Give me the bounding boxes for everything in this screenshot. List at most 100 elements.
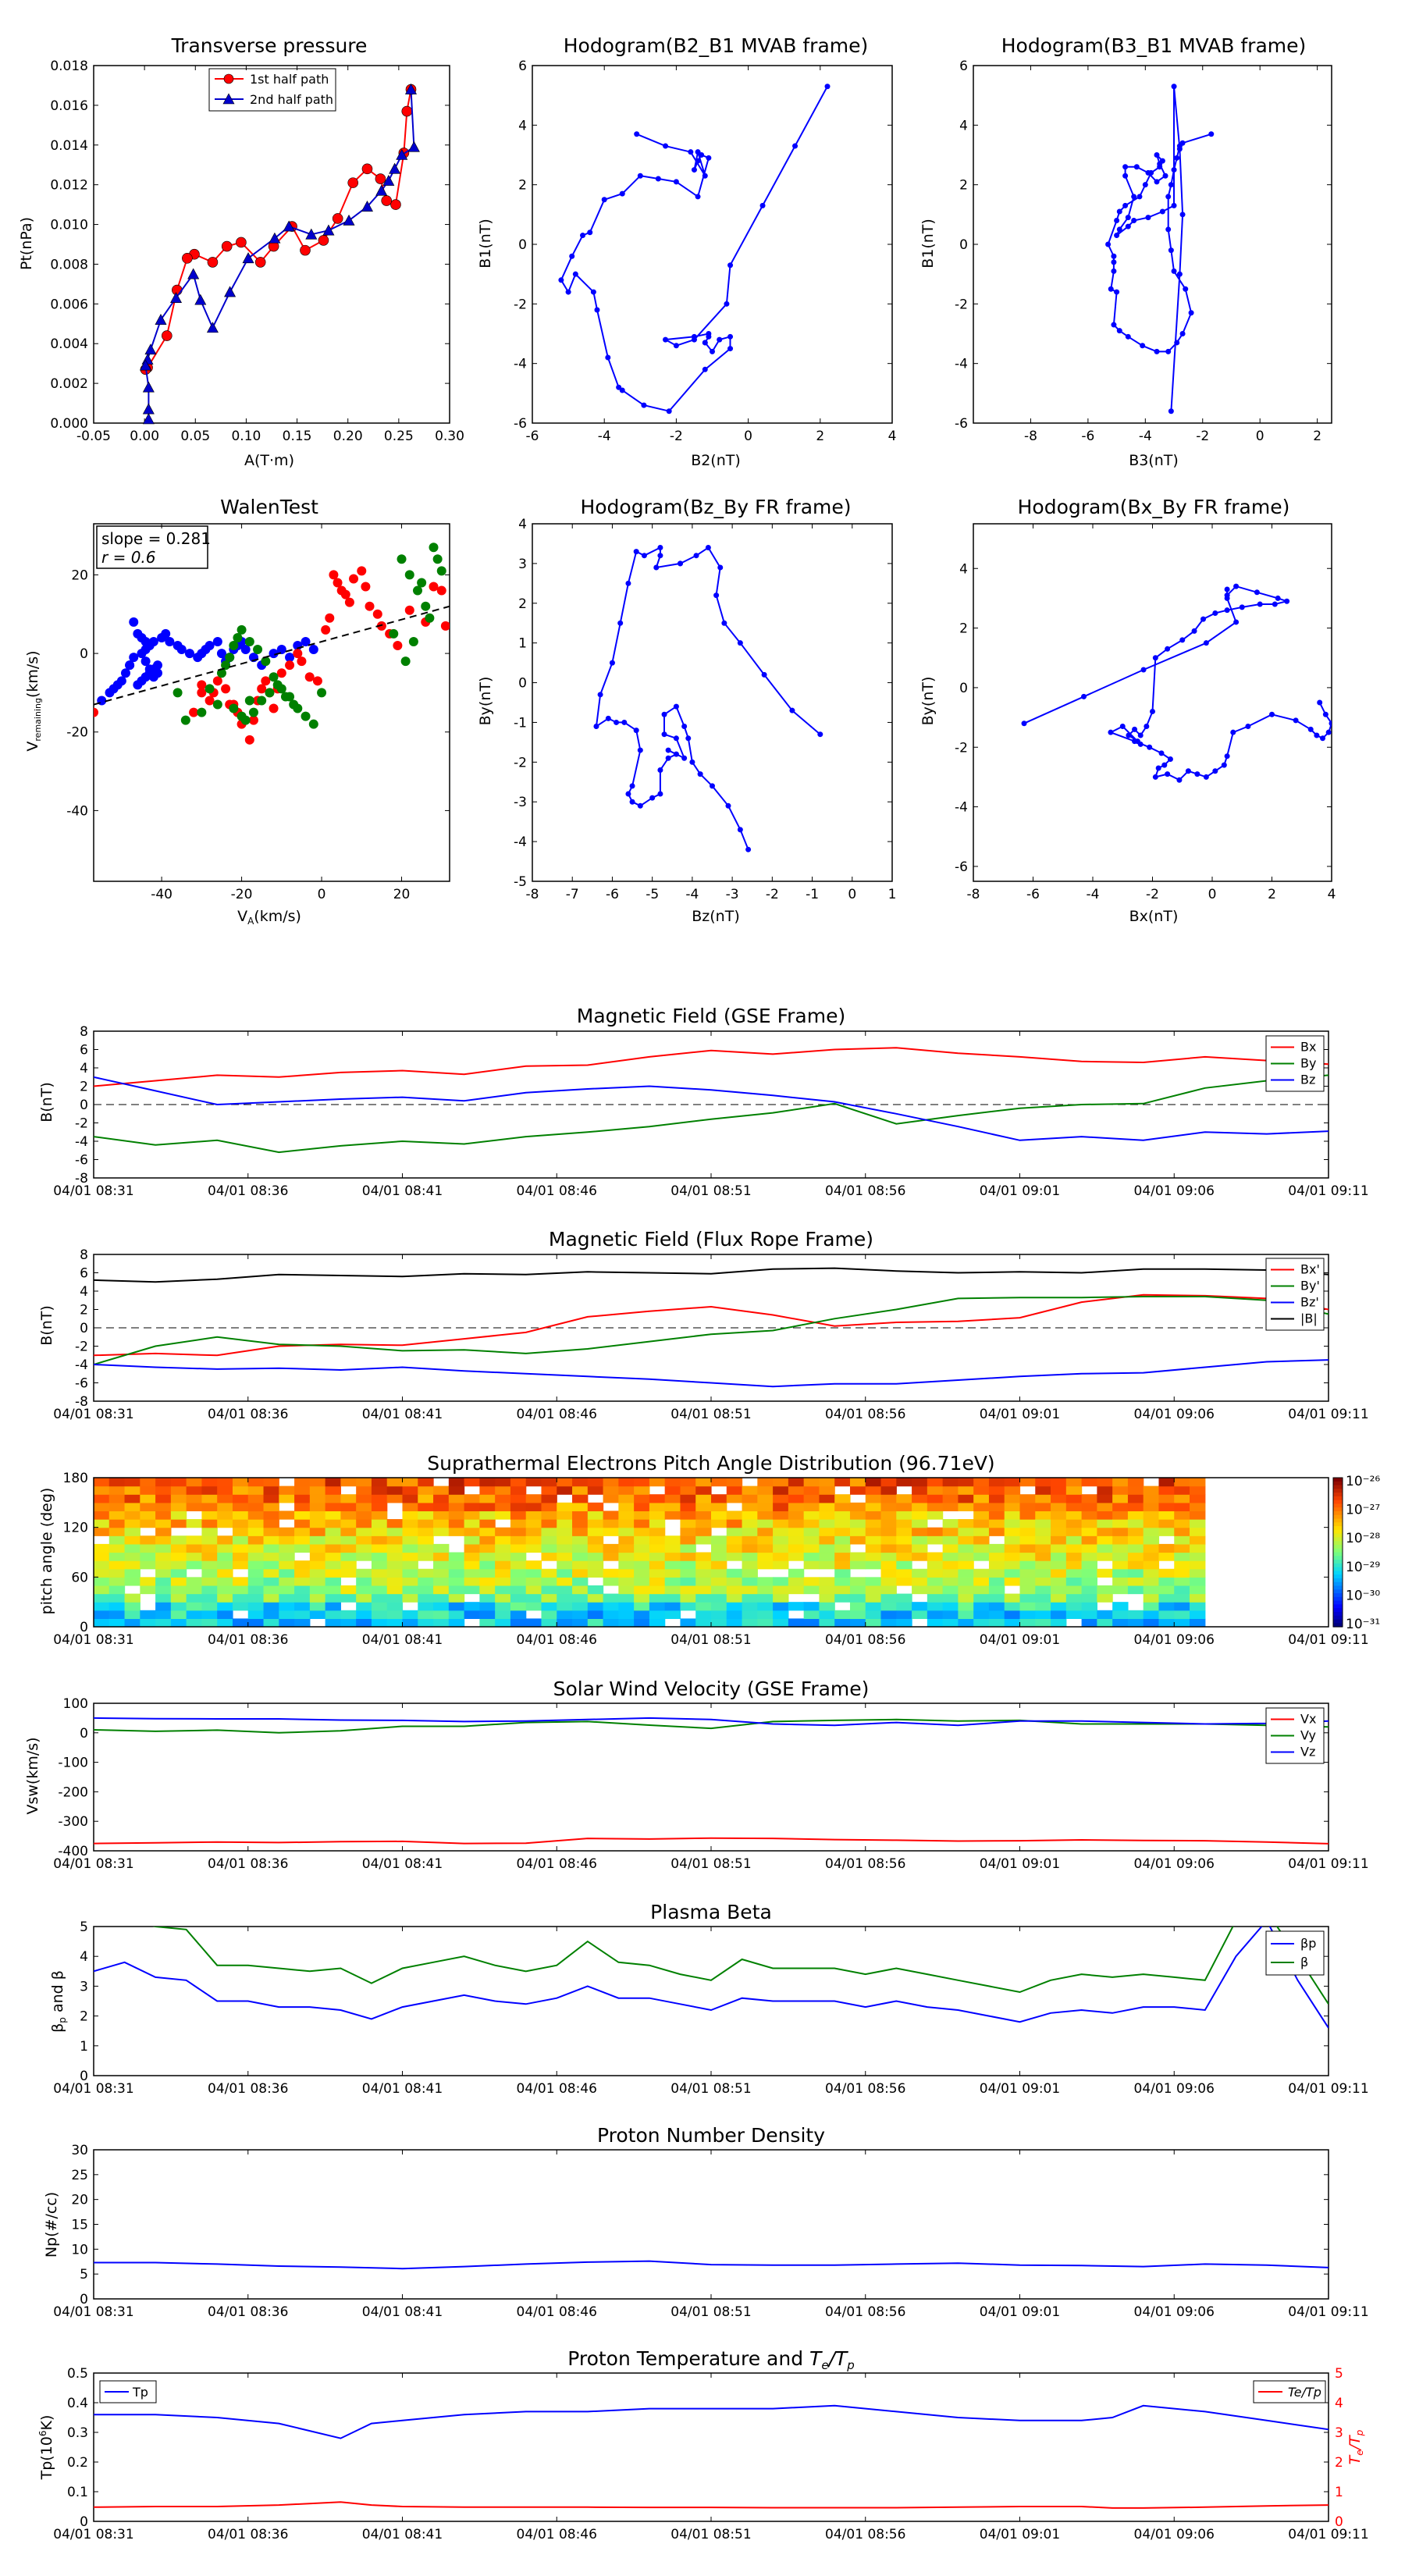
hodogram-point	[1161, 762, 1168, 768]
heatmap-cell	[572, 1585, 589, 1595]
legend-box	[1265, 1930, 1325, 1976]
heatmap-cell	[880, 1510, 897, 1520]
hodogram-point	[1257, 601, 1263, 607]
heatmap-cell	[1051, 1610, 1067, 1619]
heatmap-cell	[418, 1485, 434, 1495]
heatmap-cell	[849, 1602, 866, 1611]
series-line-βp	[94, 1927, 1329, 2029]
hodogram-point	[1158, 750, 1165, 756]
heatmap-cell	[541, 1585, 557, 1595]
heatmap-cell	[371, 1610, 388, 1619]
data-point-1st-half	[236, 237, 247, 248]
heatmap-cell	[418, 1519, 434, 1528]
hodogram-point	[721, 620, 727, 626]
heatmap-cell	[448, 1552, 465, 1561]
chart-title-plasma-beta: Plasma Beta	[650, 1901, 772, 1923]
plot-frame	[93, 2372, 1329, 2522]
plot-frame	[532, 65, 893, 424]
x-tick-label: -20	[231, 887, 253, 902]
x-tick-label: 04/01 08:46	[517, 1632, 597, 1648]
heatmap-cell	[788, 1535, 805, 1545]
colorbar-segment	[1333, 1533, 1343, 1538]
heatmap-cell	[664, 1602, 681, 1611]
heatmap-cell	[1190, 1585, 1206, 1595]
hodogram-point	[1171, 84, 1177, 90]
heatmap-cell	[448, 1519, 465, 1528]
y-tick-label: -8	[75, 1394, 88, 1410]
heatmap-cell	[1127, 1560, 1144, 1570]
scatter-point	[280, 692, 290, 702]
heatmap-cell	[1112, 1502, 1129, 1512]
heatmap-cell	[958, 1610, 974, 1619]
heatmap-cell	[988, 1478, 1005, 1487]
data-point-2nd-half	[139, 359, 151, 371]
heatmap-cell	[108, 1543, 126, 1553]
heatmap-cell	[124, 1602, 140, 1611]
heatmap-cell	[912, 1527, 928, 1536]
scatter-point	[189, 707, 199, 717]
heatmap-cell	[263, 1618, 279, 1627]
heatmap-cell	[649, 1519, 666, 1528]
heatmap-cell	[325, 1560, 341, 1570]
x-tick-label: 0.05	[180, 429, 210, 444]
heatmap-cell	[896, 1535, 912, 1545]
heatmap-cell	[742, 1560, 758, 1570]
heatmap-cell	[525, 1527, 542, 1536]
heatmap-cell	[819, 1552, 835, 1561]
hodogram-point	[1168, 408, 1174, 415]
legend-tp: Tp	[99, 2380, 157, 2403]
heatmap-cell	[201, 1543, 218, 1553]
heatmap-cell	[819, 1585, 835, 1595]
scatter-point	[436, 566, 446, 576]
legend-te-tp: Te/Tp	[1253, 2380, 1326, 2403]
scatter-point	[389, 628, 399, 639]
hodogram-point	[1132, 738, 1138, 745]
y-tick-label: 0.4	[67, 2396, 88, 2411]
hodogram-point	[1322, 711, 1329, 717]
heatmap-cell	[680, 1602, 696, 1611]
heatmap-cell	[479, 1610, 496, 1619]
hodogram-point	[824, 84, 831, 90]
heatmap-cell	[634, 1593, 650, 1603]
heatmap-cell	[186, 1585, 203, 1595]
heatmap-cell	[572, 1593, 589, 1603]
heatmap-cell	[402, 1577, 418, 1586]
heatmap-cell	[108, 1585, 126, 1595]
heatmap-cell	[1158, 1593, 1175, 1603]
colorbar-tick-label: 10⁻²⁹	[1346, 1560, 1380, 1575]
heatmap-cell	[1035, 1610, 1051, 1619]
scatter-point	[148, 672, 158, 682]
heatmap-cell	[402, 1494, 418, 1503]
heatmap-cell	[1065, 1510, 1083, 1520]
hodogram-point	[1111, 253, 1117, 259]
heatmap-cell	[525, 1519, 542, 1528]
y-axis-label-b-fr: B(nT)	[38, 1305, 55, 1346]
heatmap-cell	[587, 1618, 604, 1627]
heatmap-cell	[742, 1494, 758, 1503]
scatter-point	[308, 719, 318, 729]
heatmap-cell	[973, 1485, 990, 1495]
heatmap-cell	[649, 1610, 666, 1619]
heatmap-cell	[973, 1535, 990, 1545]
heatmap-cell	[279, 1585, 295, 1595]
heatmap-cell	[618, 1593, 635, 1603]
heatmap-cell	[371, 1494, 388, 1503]
y-tick-label: -400	[58, 1844, 88, 1859]
colorbar-segment	[1333, 1541, 1343, 1546]
heatmap-cell	[927, 1510, 944, 1520]
hodogram-point	[1111, 268, 1117, 274]
heatmap-cell	[402, 1560, 418, 1570]
y-tick-label: 0.018	[50, 59, 88, 74]
y-tick-label: 0	[80, 646, 88, 662]
hodogram-point	[1114, 217, 1120, 223]
x-tick-label: 04/01 09:06	[1134, 2527, 1215, 2542]
heatmap-cell	[819, 1610, 835, 1619]
heatmap-cell	[1097, 1519, 1113, 1528]
x-tick-label: -5	[646, 887, 659, 902]
heatmap-cell	[927, 1602, 944, 1611]
heatmap-cell	[695, 1618, 712, 1627]
x-axis-label: VA(km/s)	[237, 908, 301, 927]
y-tick-label: -2	[514, 297, 527, 312]
chart-walen-test: WalenTest slope = 0.281 r = 0.6 VA(km/s)…	[24, 496, 450, 927]
heatmap-cell	[1112, 1543, 1129, 1553]
